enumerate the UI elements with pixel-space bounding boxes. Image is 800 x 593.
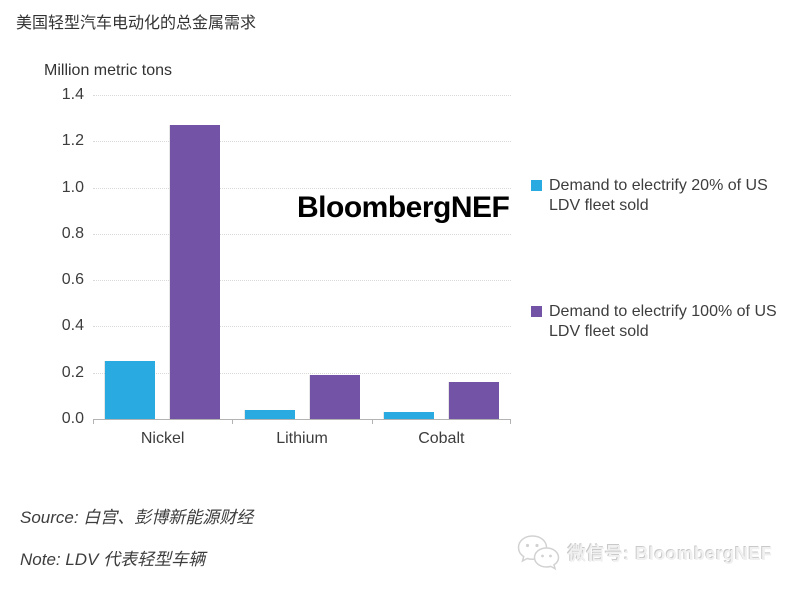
y-tick-label: 0.2 — [61, 363, 84, 381]
y-tick-label: 1.0 — [61, 178, 84, 196]
gridline — [93, 187, 511, 189]
x-category-label: Lithium — [276, 430, 328, 447]
gridline — [93, 233, 511, 235]
bloombergnef-watermark: BloombergNEF — [297, 191, 510, 224]
y-tick-label: 0.0 — [61, 410, 84, 427]
wechat-account-label: 微信号: BloombergNEF — [568, 544, 773, 564]
y-axis-title: Million metric tons — [44, 62, 173, 79]
y-tick-label: 1.2 — [61, 132, 84, 150]
bar-lithium-series2 — [309, 375, 360, 419]
axis-tick — [372, 419, 373, 424]
bar-lithium-series1 — [244, 410, 295, 419]
gridline — [93, 326, 511, 328]
x-category-label: Nickel — [140, 430, 185, 447]
bar-nickel-series1 — [105, 361, 156, 419]
y-tick-label: 0.6 — [61, 271, 84, 289]
legend-swatch — [531, 305, 542, 317]
y-tick-label: 0.8 — [61, 224, 84, 242]
gridline — [93, 372, 511, 374]
bar-cobalt-series2 — [448, 382, 499, 419]
gridline — [93, 95, 511, 96]
plot-area — [93, 95, 511, 424]
axis-tick — [93, 419, 94, 424]
axis-tick — [510, 419, 511, 424]
legend-item: Demand to electrify 20% of US LDV fleet … — [531, 176, 787, 217]
source-line: Source: 白宫、彭博新能源财经 — [20, 508, 254, 527]
bar-nickel-series2 — [170, 125, 221, 419]
bar-cobalt-series1 — [383, 412, 434, 419]
wechat-icon — [517, 535, 560, 571]
gridline — [93, 280, 511, 282]
legend-label: Demand to electrify 20% of US LDV fleet … — [549, 177, 768, 215]
legend-item: Demand to electrify 100% of US LDV fleet… — [531, 302, 787, 343]
wechat-footer: 微信号: BloombergNEF — [515, 533, 773, 573]
axis-tick — [232, 419, 233, 424]
y-tick-label: 0.4 — [61, 317, 84, 335]
chart-title: 美国轻型汽车电动化的总金属需求 — [16, 15, 257, 32]
legend-label: Demand to electrify 100% of US LDV fleet… — [549, 302, 777, 341]
x-category-label: Cobalt — [418, 430, 465, 447]
y-tick-label: 1.4 — [61, 86, 84, 103]
legend: Demand to electrify 20% of US LDV fleet … — [531, 176, 787, 343]
legend-swatch — [531, 180, 542, 191]
gridline — [93, 141, 511, 143]
note-line: Note: LDV 代表轻型车辆 — [20, 550, 206, 569]
